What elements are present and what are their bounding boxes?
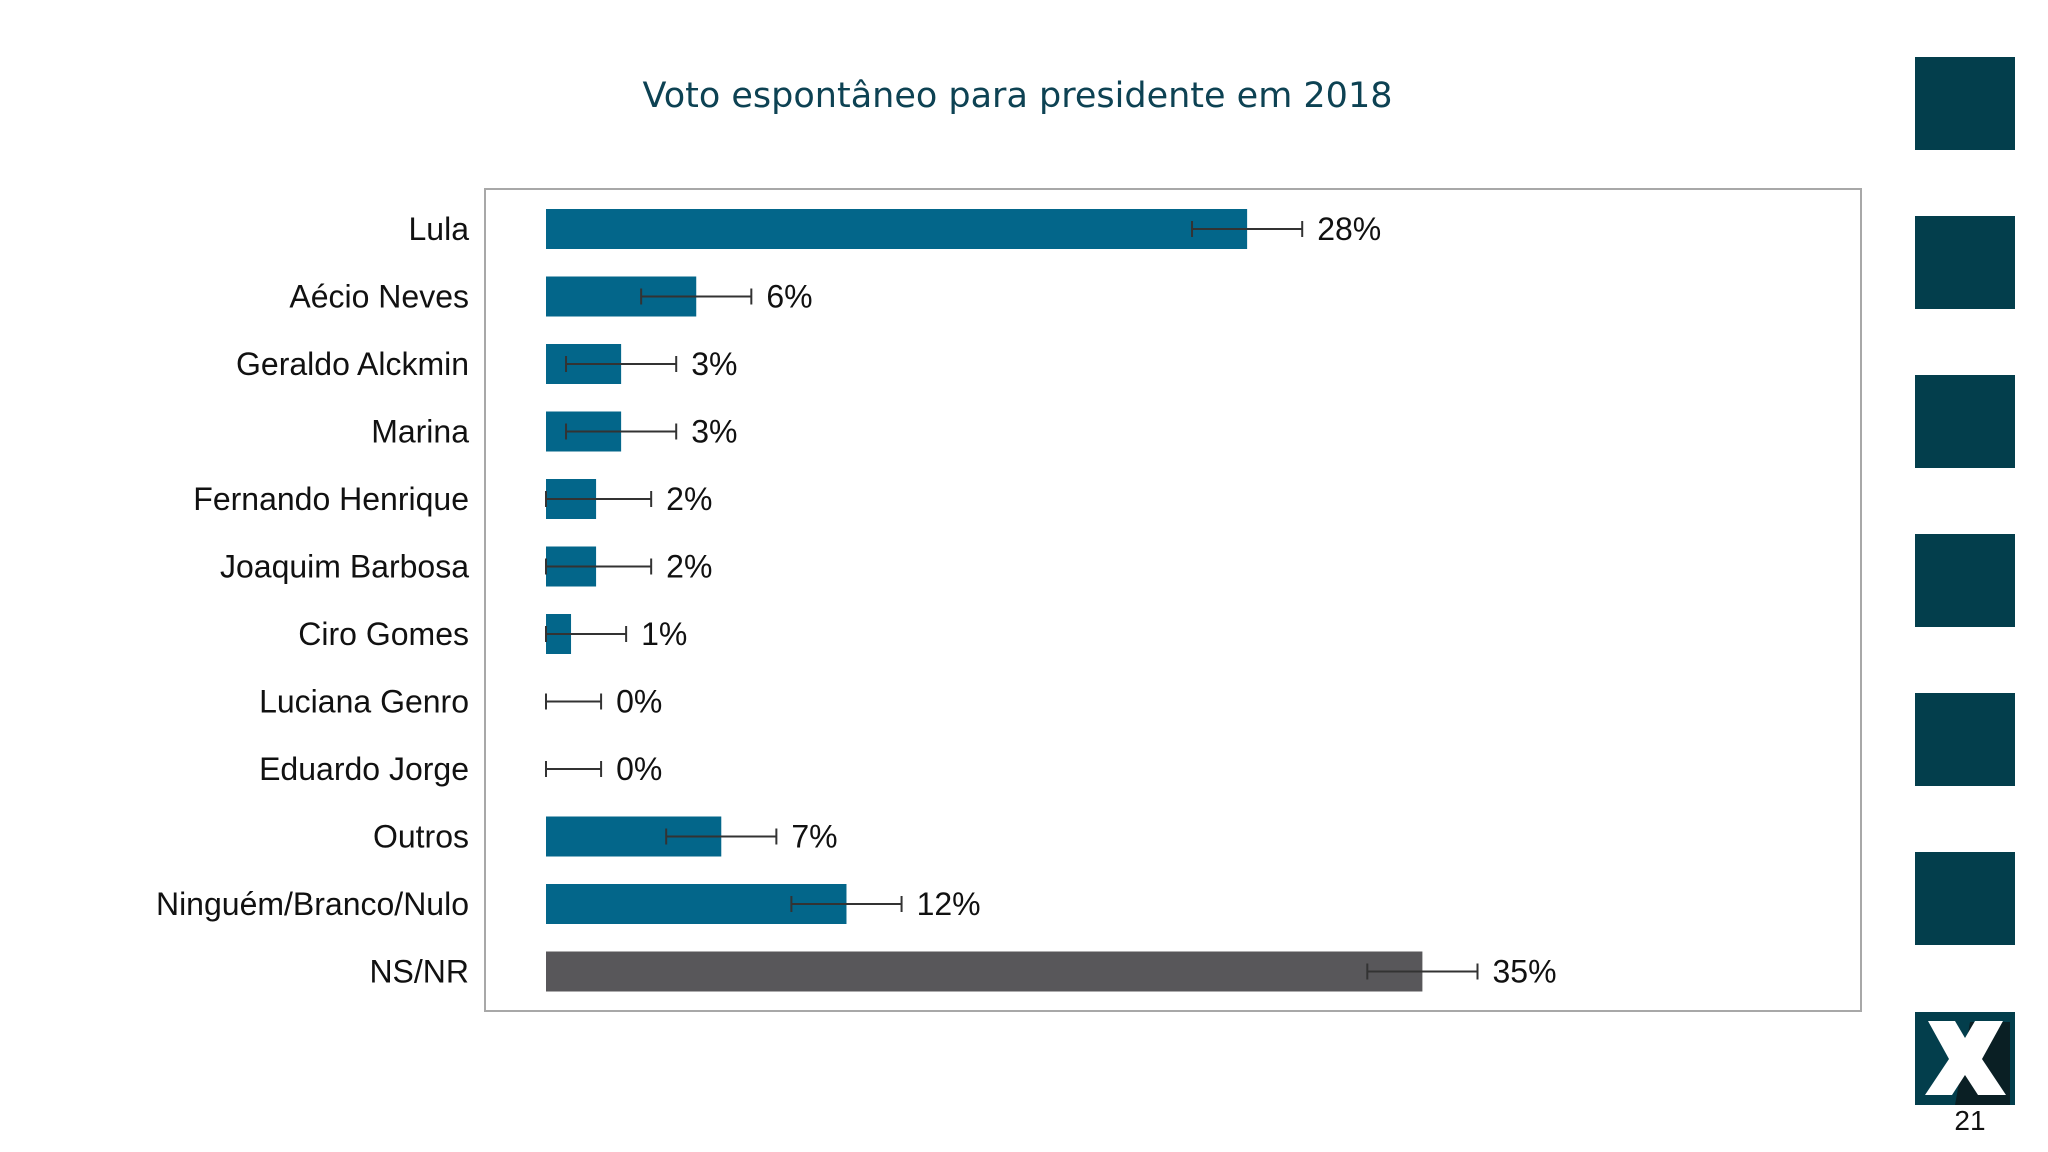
value-label: 28% xyxy=(1317,211,1381,247)
category-label: Lula xyxy=(409,211,470,247)
page-number: 21 xyxy=(1954,1105,1986,1136)
value-label: 12% xyxy=(917,886,981,922)
category-label: Aécio Neves xyxy=(289,279,469,315)
plot-frame xyxy=(484,188,1862,1012)
value-label: 35% xyxy=(1492,954,1556,990)
category-label: NS/NR xyxy=(369,954,469,990)
category-label: Luciana Genro xyxy=(259,684,469,720)
decorative-square xyxy=(1915,375,2015,468)
category-label: Ciro Gomes xyxy=(298,616,469,652)
category-label: Eduardo Jorge xyxy=(259,751,469,787)
category-label: Outros xyxy=(373,819,469,855)
category-label: Ninguém/Branco/Nulo xyxy=(156,886,469,922)
value-label: 7% xyxy=(791,819,837,855)
category-label: Marina xyxy=(371,414,469,450)
x-logo xyxy=(1915,1012,2015,1105)
category-label: Geraldo Alckmin xyxy=(236,346,469,382)
value-label: 0% xyxy=(616,684,662,720)
decorative-square xyxy=(1915,852,2015,945)
bar xyxy=(546,951,1423,992)
category-label: Fernando Henrique xyxy=(193,481,469,517)
value-label: 1% xyxy=(641,616,687,652)
category-label: Joaquim Barbosa xyxy=(220,549,469,585)
decorative-square xyxy=(1915,534,2015,627)
chart-title: Voto espontâneo para presidente em 2018 xyxy=(642,76,1393,116)
decorative-square xyxy=(1915,216,2015,309)
value-label: 3% xyxy=(691,346,737,382)
value-label: 3% xyxy=(691,414,737,450)
value-label: 6% xyxy=(766,279,812,315)
value-label: 2% xyxy=(666,549,712,585)
value-label: 2% xyxy=(666,481,712,517)
decorative-square xyxy=(1915,57,2015,150)
bar xyxy=(546,209,1248,249)
decorative-square xyxy=(1915,693,2015,786)
value-label: 0% xyxy=(616,751,662,787)
